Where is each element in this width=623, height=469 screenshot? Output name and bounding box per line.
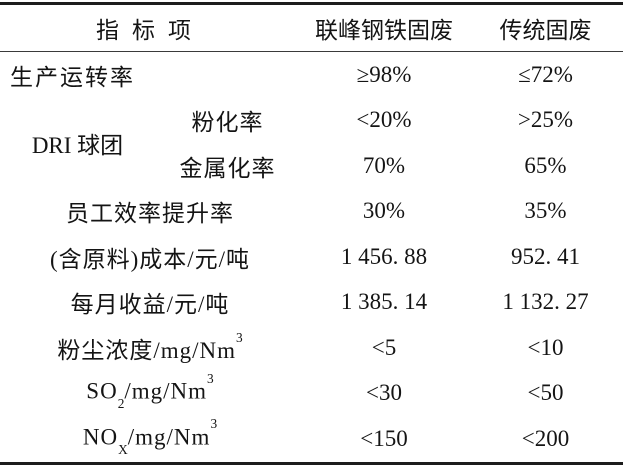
- value-nox-lianfeng: <150: [360, 425, 408, 451]
- label-production-rate: 生产运转率: [10, 64, 135, 90]
- label-monthly-income: 每月收益/元/吨: [70, 292, 230, 318]
- header-row: 指标项 联峰钢铁固废 传统固废: [0, 3, 623, 52]
- value-so2-lianfeng: <30: [366, 380, 402, 406]
- value-so2-traditional: <50: [527, 380, 564, 406]
- row-dust-concentration: 粉尘浓度/mg/Nm3 <5 <10: [0, 325, 623, 371]
- value-staff-efficiency-lianfeng: 30%: [362, 198, 406, 224]
- header-traditional-solid-waste: 传统固废: [468, 3, 623, 52]
- dust-label-superscript: 3: [236, 329, 243, 345]
- header-indicator: 指标项: [0, 3, 300, 52]
- row-staff-efficiency: 员工效率提升率 30% 35%: [0, 189, 623, 235]
- row-cost: (含原料)成本/元/吨 1 456. 88 952. 41: [0, 234, 623, 280]
- row-dri-metallization: 金属化率 70% 65%: [0, 143, 623, 189]
- row-so2: SO2/mg/Nm3 <30 <50: [0, 371, 623, 417]
- nox-label-superscript: 3: [210, 416, 218, 432]
- value-production-rate-lianfeng: ≥98%: [356, 61, 412, 87]
- so2-label-subscript: 2: [117, 396, 125, 412]
- header-lianfeng-solid-waste: 联峰钢铁固废: [300, 3, 468, 52]
- row-nox: NOX/mg/Nm3 <150 <200: [0, 416, 623, 463]
- nox-label-pre: NO: [82, 424, 119, 450]
- value-metallization-traditional: 65%: [524, 152, 567, 178]
- value-pulverization-lianfeng: <20%: [356, 107, 412, 133]
- value-monthly-income-traditional: 1 132. 27: [502, 289, 589, 315]
- label-dust-concentration: 粉尘浓度/mg/Nm3: [0, 325, 300, 371]
- nox-label-subscript: X: [118, 441, 128, 457]
- so2-label-superscript: 3: [207, 370, 214, 386]
- value-metallization-lianfeng: 70%: [362, 152, 406, 178]
- label-nox: NOX/mg/Nm3: [0, 416, 300, 463]
- nox-label-mid: /mg/Nm: [127, 424, 211, 450]
- value-monthly-income-lianfeng: 1 385. 14: [340, 289, 428, 315]
- label-so2: SO2/mg/Nm3: [0, 371, 300, 417]
- label-metallization-rate: 金属化率: [179, 155, 276, 181]
- value-production-rate-traditional: ≤72%: [518, 61, 573, 87]
- value-dust-lianfeng: <5: [371, 334, 397, 360]
- row-dri-pulverization: DRI 球团 粉化率 <20% >25%: [0, 98, 623, 158]
- value-pulverization-traditional: >25%: [517, 107, 574, 133]
- value-cost-traditional: 952. 41: [511, 243, 580, 269]
- label-dri-pellet-group: DRI 球团: [31, 133, 124, 158]
- row-monthly-income: 每月收益/元/吨 1 385. 14 1 132. 27: [0, 280, 623, 326]
- label-cost-per-ton: (含原料)成本/元/吨: [49, 246, 251, 272]
- value-cost-lianfeng: 1 456. 88: [340, 243, 428, 269]
- label-staff-efficiency: 员工效率提升率: [66, 201, 234, 227]
- label-pulverization-rate: 粉化率: [191, 110, 264, 136]
- value-dust-traditional: <10: [527, 334, 564, 360]
- value-nox-traditional: <200: [521, 425, 570, 451]
- value-staff-efficiency-traditional: 35%: [524, 198, 567, 224]
- row-production-rate: 生产运转率 ≥98% ≤72%: [0, 52, 623, 98]
- dust-label-base: 粉尘浓度/mg/Nm: [57, 337, 236, 363]
- so2-label-pre: SO: [86, 378, 118, 404]
- so2-label-mid: /mg/Nm: [124, 378, 208, 404]
